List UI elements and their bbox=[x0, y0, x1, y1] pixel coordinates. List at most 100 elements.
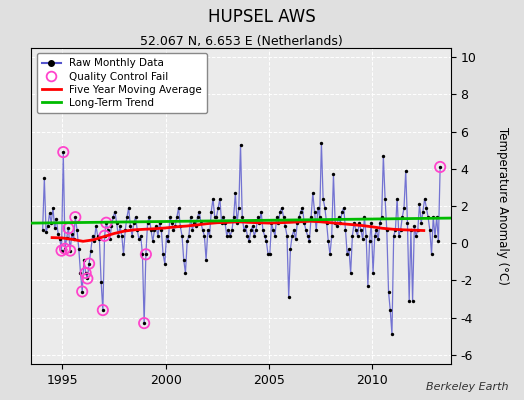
Point bbox=[217, 220, 226, 226]
Point bbox=[195, 208, 203, 215]
Point bbox=[412, 232, 420, 239]
Point bbox=[310, 208, 319, 215]
Point bbox=[278, 205, 286, 211]
Point bbox=[209, 195, 217, 202]
Point bbox=[432, 214, 441, 220]
Point bbox=[132, 214, 140, 220]
Point bbox=[196, 220, 205, 226]
Point bbox=[140, 320, 148, 326]
Point bbox=[224, 227, 233, 233]
Point bbox=[164, 238, 172, 244]
Point bbox=[47, 220, 56, 226]
Point bbox=[272, 214, 281, 220]
Point bbox=[365, 238, 374, 244]
Point bbox=[95, 236, 104, 243]
Point bbox=[78, 288, 86, 295]
Point bbox=[416, 201, 424, 207]
Point bbox=[71, 214, 80, 220]
Point bbox=[250, 232, 258, 239]
Point bbox=[169, 227, 178, 233]
Point bbox=[49, 205, 57, 211]
Point bbox=[137, 232, 145, 239]
Point bbox=[295, 214, 303, 220]
Point bbox=[269, 227, 277, 233]
Point bbox=[383, 227, 391, 233]
Point bbox=[288, 232, 297, 239]
Point bbox=[114, 232, 123, 239]
Point bbox=[184, 232, 193, 239]
Point bbox=[314, 205, 322, 211]
Point bbox=[322, 220, 331, 226]
Point bbox=[81, 270, 90, 276]
Point bbox=[436, 164, 444, 170]
Point bbox=[428, 251, 436, 258]
Point bbox=[377, 214, 386, 220]
Point bbox=[128, 232, 136, 239]
Point bbox=[129, 220, 138, 226]
Point bbox=[297, 208, 305, 215]
Point bbox=[345, 246, 353, 252]
Point bbox=[395, 232, 403, 239]
Point bbox=[259, 227, 267, 233]
Point bbox=[267, 220, 276, 226]
Point bbox=[57, 248, 66, 254]
Point bbox=[381, 195, 389, 202]
Point bbox=[434, 238, 443, 244]
Point bbox=[152, 223, 160, 230]
Point bbox=[252, 227, 260, 233]
Point bbox=[401, 168, 410, 174]
Point bbox=[413, 227, 422, 233]
Point bbox=[101, 232, 109, 239]
Point bbox=[379, 153, 388, 159]
Point bbox=[166, 214, 174, 220]
Point bbox=[370, 232, 379, 239]
Point bbox=[247, 227, 255, 233]
Point bbox=[117, 232, 126, 239]
Point bbox=[324, 238, 333, 244]
Point bbox=[77, 270, 85, 276]
Point bbox=[50, 225, 59, 232]
Point bbox=[362, 232, 370, 239]
Point bbox=[144, 220, 152, 226]
Point bbox=[407, 227, 415, 233]
Point bbox=[283, 232, 291, 239]
Point bbox=[242, 223, 250, 230]
Point bbox=[348, 232, 356, 239]
Point bbox=[279, 214, 288, 220]
Point bbox=[346, 270, 355, 276]
Point bbox=[81, 270, 90, 276]
Point bbox=[317, 140, 325, 146]
Point bbox=[343, 251, 352, 258]
Point bbox=[43, 223, 52, 230]
Point bbox=[157, 227, 166, 233]
Point bbox=[240, 227, 248, 233]
Point bbox=[83, 275, 92, 282]
Point bbox=[420, 195, 429, 202]
Point bbox=[102, 220, 111, 226]
Point bbox=[133, 227, 141, 233]
Point bbox=[40, 175, 49, 181]
Point bbox=[66, 248, 74, 254]
Point bbox=[126, 223, 135, 230]
Point bbox=[113, 220, 121, 226]
Point bbox=[255, 220, 264, 226]
Point bbox=[161, 260, 169, 267]
Point bbox=[62, 234, 71, 241]
Point bbox=[52, 216, 61, 222]
Point bbox=[141, 251, 150, 258]
Point bbox=[174, 205, 183, 211]
Point bbox=[181, 270, 190, 276]
Point bbox=[123, 214, 131, 220]
Point bbox=[393, 195, 401, 202]
Point bbox=[80, 257, 88, 263]
Point bbox=[73, 227, 81, 233]
Point bbox=[431, 232, 439, 239]
Point bbox=[352, 227, 360, 233]
Point bbox=[276, 208, 285, 215]
Point bbox=[56, 236, 64, 243]
Point bbox=[307, 214, 315, 220]
Point bbox=[99, 307, 107, 313]
Point bbox=[408, 298, 417, 304]
Point bbox=[260, 232, 269, 239]
Point bbox=[111, 208, 119, 215]
